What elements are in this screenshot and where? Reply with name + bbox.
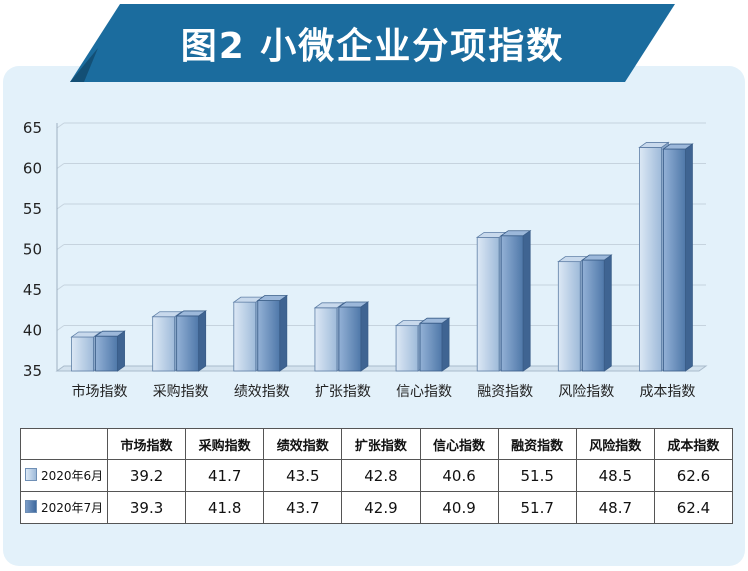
gridline-side — [56, 203, 65, 210]
bar-front — [314, 307, 338, 372]
row-label-text: 2020年6月 — [41, 469, 104, 483]
gridline-side — [56, 284, 65, 291]
bar-front — [419, 322, 443, 372]
table-cell: 42.9 — [341, 491, 421, 524]
y-tick-label: 65 — [23, 119, 42, 137]
x-tick-label: 扩张指数 — [315, 384, 371, 400]
bar-side — [279, 294, 288, 372]
table-header: 信心指数 — [419, 428, 499, 460]
bar-top — [175, 310, 207, 317]
y-tick-label: 50 — [23, 241, 42, 259]
bar-chart: 35 40 45 50 55 60 65 市场指数 采购指数 绩效指数 扩张指数 信心指数 融资指数 风险… — [23, 119, 708, 400]
x-tick-label: 融资指数 — [477, 384, 533, 400]
bar-side — [360, 301, 369, 372]
table-cell: 51.7 — [497, 491, 577, 524]
bar-front — [557, 261, 581, 372]
y-tick-label: 55 — [23, 200, 42, 218]
bar-side — [198, 310, 207, 372]
bar-top — [151, 311, 183, 318]
table-cell: 51.5 — [497, 459, 577, 492]
gridline-side — [56, 122, 65, 129]
table-header-row: 市场指数 采购指数 绩效指数 扩张指数 信心指数 融资指数 风险指数 成本指数 — [20, 428, 734, 460]
bar-side — [441, 317, 450, 372]
bar-front — [233, 301, 257, 372]
bar-front — [395, 325, 419, 372]
bar-front — [581, 259, 605, 372]
bar-top — [418, 317, 451, 324]
bar-top — [499, 230, 532, 237]
legend-swatch-july — [25, 500, 37, 513]
x-tick-label: 风险指数 — [558, 384, 614, 400]
table-cell: 40.9 — [419, 491, 499, 524]
bar-front — [71, 336, 94, 372]
table-cell: 42.8 — [341, 459, 421, 492]
table-cell: 62.4 — [653, 491, 734, 524]
x-tick-label: 市场指数 — [72, 383, 128, 400]
chart-title: 图2 小微企业分项指数 — [180, 26, 565, 67]
table-cell: 62.6 — [653, 459, 734, 492]
table-cell: 48.7 — [575, 491, 655, 524]
bar-front — [338, 306, 362, 372]
table-header: 绩效指数 — [263, 428, 343, 460]
y-tick-label: 60 — [23, 160, 42, 178]
gridline-side — [56, 244, 65, 250]
x-tick-label: 绩效指数 — [234, 384, 290, 400]
y-tick-label: 45 — [23, 281, 42, 299]
bar-front — [152, 316, 176, 372]
bar-side — [117, 330, 125, 372]
row-label: 2020年7月 — [20, 491, 108, 524]
bar-top — [94, 330, 126, 337]
data-table: 市场指数 采购指数 绩效指数 扩张指数 信心指数 融资指数 风险指数 成本指数 … — [20, 428, 734, 524]
bar-top — [638, 142, 670, 148]
bar-top — [70, 331, 102, 338]
table-cell: 43.7 — [263, 491, 343, 524]
x-tick-label: 成本指数 — [639, 384, 695, 400]
title-banner: 图2 小微企业分项指数 — [70, 4, 675, 82]
bar-side — [522, 229, 531, 372]
table-cell: 40.6 — [419, 459, 499, 492]
table-header: 成本指数 — [653, 428, 734, 460]
bar-top — [662, 143, 694, 150]
y-tick-label: 35 — [23, 362, 42, 380]
table-cell: 41.7 — [185, 459, 265, 492]
table-cell: 48.5 — [575, 459, 655, 492]
bar-side — [603, 254, 612, 372]
table-cell: 39.3 — [106, 491, 187, 524]
row-label: 2020年6月 — [20, 459, 108, 492]
bar-front — [500, 235, 524, 372]
bar-front — [663, 148, 686, 372]
bar-front — [476, 236, 500, 372]
bar-top — [337, 301, 370, 308]
table-header: 融资指数 — [497, 428, 577, 460]
y-tick-label: 40 — [23, 322, 42, 340]
table-header: 采购指数 — [185, 428, 265, 460]
bar-front — [639, 147, 662, 372]
table-cell: 39.2 — [106, 459, 187, 492]
bar-top — [313, 302, 346, 309]
table-cell: 43.5 — [263, 459, 343, 492]
table-corner-cell — [20, 428, 108, 460]
bar-front — [257, 300, 281, 372]
bar-side — [685, 143, 693, 372]
bar-front — [95, 335, 118, 372]
gridline-side — [56, 325, 65, 331]
table-header: 风险指数 — [575, 428, 655, 460]
legend-swatch-june — [25, 468, 37, 481]
banner-shape — [70, 4, 675, 82]
x-tick-label: 采购指数 — [153, 384, 209, 400]
table-row: 2020年7月 39.3 41.8 43.7 42.9 40.9 51.7 48… — [20, 491, 734, 524]
x-tick-label: 信心指数 — [396, 384, 452, 400]
gridline-side — [56, 163, 65, 169]
table-cell: 41.8 — [185, 491, 265, 524]
table-row: 2020年6月 39.2 41.7 43.5 42.8 40.6 51.5 48… — [20, 459, 734, 492]
table-header: 市场指数 — [106, 428, 187, 460]
bar-top — [256, 295, 289, 301]
row-label-text: 2020年7月 — [41, 501, 104, 515]
bar-top — [581, 254, 613, 261]
table-header: 扩张指数 — [341, 428, 421, 460]
bar-front — [176, 315, 200, 372]
